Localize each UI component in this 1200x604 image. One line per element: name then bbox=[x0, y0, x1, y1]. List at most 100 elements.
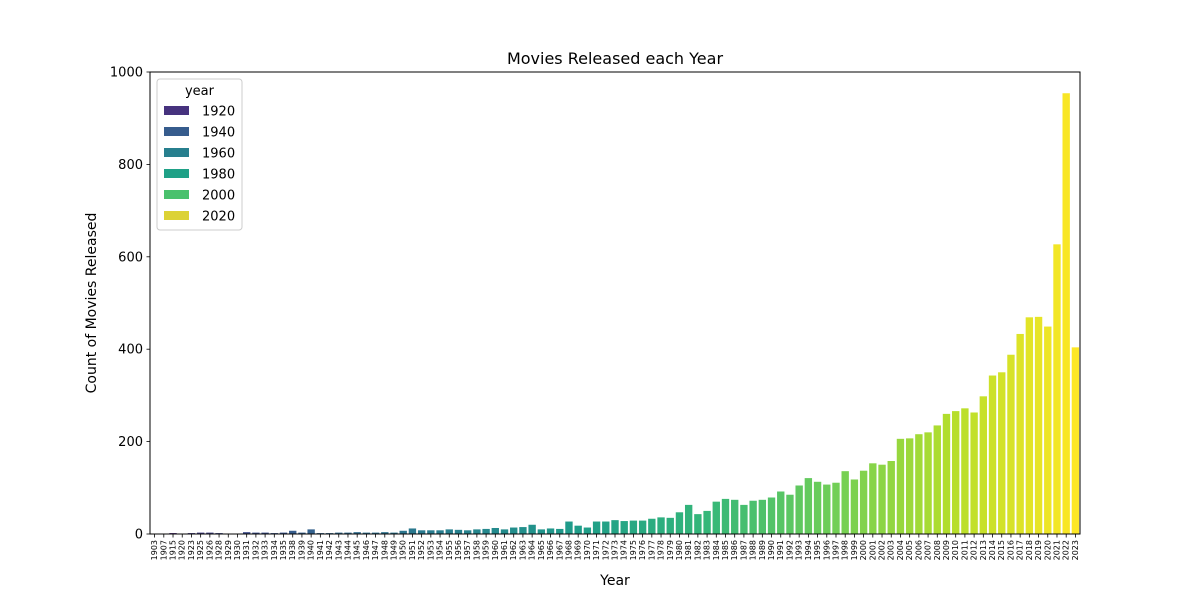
legend-label-1960: 1960 bbox=[202, 147, 235, 162]
x-tick-label: 2003 bbox=[887, 540, 896, 560]
x-tick-label: 1948 bbox=[380, 540, 389, 560]
x-tick-label: 1986 bbox=[730, 540, 739, 560]
x-tick-label: 2013 bbox=[979, 540, 988, 560]
bar-2000 bbox=[860, 471, 867, 534]
x-tick-label: 1994 bbox=[804, 540, 813, 560]
x-tick-label: 1972 bbox=[601, 540, 610, 560]
bar-2010 bbox=[952, 411, 959, 534]
bar-1969 bbox=[574, 526, 581, 534]
bar-1951 bbox=[409, 528, 416, 534]
x-tick-label: 2014 bbox=[988, 540, 997, 560]
x-tick-label: 1942 bbox=[325, 540, 334, 560]
legend-label-1920: 1920 bbox=[202, 105, 235, 120]
x-tick-label: 1953 bbox=[426, 540, 435, 560]
legend-label-2020: 2020 bbox=[202, 210, 235, 225]
x-tick-label: 1961 bbox=[500, 540, 509, 560]
x-tick-label: 1960 bbox=[491, 540, 500, 560]
x-tick-label: 1987 bbox=[739, 540, 748, 560]
bar-1994 bbox=[805, 478, 812, 534]
bar-1995 bbox=[814, 482, 821, 534]
bar-1999 bbox=[851, 479, 858, 534]
x-axis-label: Year bbox=[599, 573, 630, 589]
bar-2001 bbox=[869, 463, 876, 534]
legend-label-1980: 1980 bbox=[202, 168, 235, 183]
x-tick-label: 1903 bbox=[150, 540, 159, 560]
x-tick-label: 1965 bbox=[537, 540, 546, 560]
x-tick-label: 1982 bbox=[693, 540, 702, 560]
x-tick-label: 1995 bbox=[813, 540, 822, 560]
x-tick-label: 1935 bbox=[279, 540, 288, 560]
bar-2022 bbox=[1063, 93, 1070, 534]
bar-1961 bbox=[501, 529, 508, 534]
bar-2015 bbox=[998, 372, 1005, 534]
x-tick-label: 2018 bbox=[1025, 540, 1034, 560]
x-tick-label: 1950 bbox=[399, 540, 408, 560]
x-tick-label: 1938 bbox=[288, 540, 297, 560]
bar-2008 bbox=[934, 425, 941, 534]
bar-1982 bbox=[694, 514, 701, 534]
x-tick-label: 1992 bbox=[785, 540, 794, 560]
bar-2020 bbox=[1044, 327, 1051, 534]
legend-label-2000: 2000 bbox=[202, 189, 235, 204]
x-tick-label: 2022 bbox=[1062, 540, 1071, 560]
bar-1987 bbox=[740, 505, 747, 534]
x-tick-label: 1956 bbox=[454, 540, 463, 560]
x-tick-label: 1957 bbox=[463, 540, 472, 560]
x-tick-label: 1955 bbox=[445, 540, 454, 560]
x-tick-label: 1931 bbox=[242, 540, 251, 560]
bar-1985 bbox=[722, 499, 729, 534]
bar-1977 bbox=[648, 519, 655, 534]
y-tick-label: 0 bbox=[135, 528, 143, 543]
bar-1983 bbox=[703, 511, 710, 534]
x-tick-label: 2020 bbox=[1043, 540, 1052, 560]
legend-swatch-2020 bbox=[164, 211, 189, 220]
bar-1972 bbox=[602, 522, 609, 534]
bar-2013 bbox=[980, 396, 987, 534]
x-tick-label: 1959 bbox=[482, 540, 491, 560]
x-tick-label: 1983 bbox=[703, 540, 712, 560]
bar-1976 bbox=[639, 521, 646, 534]
x-tick-label: 1939 bbox=[297, 540, 306, 560]
bar-2014 bbox=[989, 376, 996, 534]
x-tick-label: 1944 bbox=[343, 540, 352, 560]
bar-1997 bbox=[832, 483, 839, 534]
bar-1960 bbox=[492, 528, 499, 534]
bar-2023 bbox=[1072, 347, 1079, 534]
x-tick-label: 1946 bbox=[362, 540, 371, 560]
x-tick-label: 1996 bbox=[822, 540, 831, 560]
x-tick-label: 1968 bbox=[564, 540, 573, 560]
x-tick-label: 2008 bbox=[933, 540, 942, 560]
bar-2007 bbox=[924, 432, 931, 534]
bar-2011 bbox=[961, 408, 968, 534]
y-tick-label: 200 bbox=[118, 435, 143, 450]
chart-title: Movies Released each Year bbox=[507, 49, 724, 68]
x-tick-label: 2017 bbox=[1016, 540, 1025, 560]
bar-1954 bbox=[436, 530, 443, 534]
x-tick-label: 1981 bbox=[684, 540, 693, 560]
x-tick-label: 1974 bbox=[620, 540, 629, 560]
x-tick-label: 2009 bbox=[942, 540, 951, 560]
x-tick-label: 1954 bbox=[436, 540, 445, 560]
x-tick-label: 1980 bbox=[675, 540, 684, 560]
x-tick-label: 1967 bbox=[555, 540, 564, 560]
x-tick-label: 1997 bbox=[831, 540, 840, 560]
x-tick-label: 1971 bbox=[592, 540, 601, 560]
x-tick-label: 1925 bbox=[196, 540, 205, 560]
x-tick-label: 1993 bbox=[795, 540, 804, 560]
x-tick-label: 1990 bbox=[767, 540, 776, 560]
bar-1996 bbox=[823, 485, 830, 534]
x-tick-label: 1989 bbox=[758, 540, 767, 560]
legend-swatch-1920 bbox=[164, 106, 189, 115]
x-tick-label: 1962 bbox=[509, 540, 518, 560]
x-tick-label: 1932 bbox=[251, 540, 260, 560]
bar-1990 bbox=[768, 498, 775, 535]
legend-title: year bbox=[185, 84, 215, 99]
y-axis-label: Count of Movies Released bbox=[84, 213, 100, 394]
bar-1965 bbox=[538, 529, 545, 534]
y-tick-label: 400 bbox=[118, 343, 143, 358]
bar-1959 bbox=[482, 529, 489, 534]
